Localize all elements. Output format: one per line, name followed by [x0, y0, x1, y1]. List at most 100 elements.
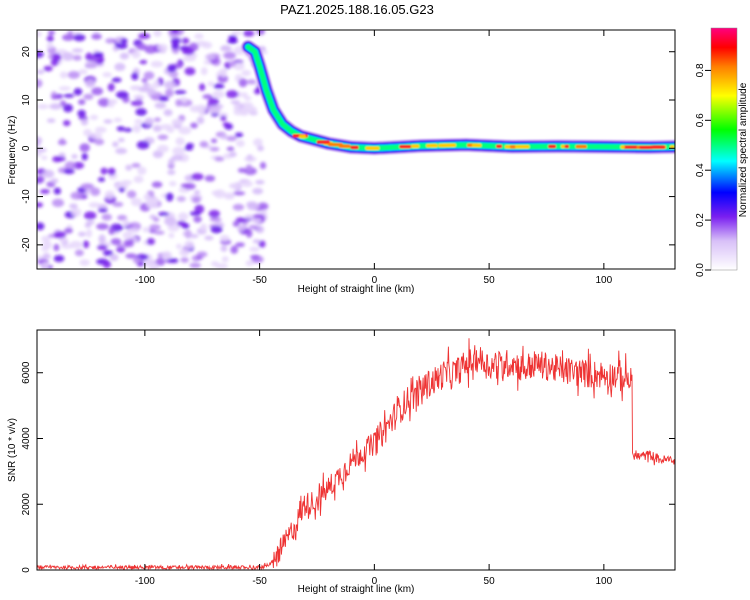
x-tick-label: -50 — [252, 576, 267, 587]
noise-blob — [63, 168, 75, 175]
snr-axes: -100 -50 0 50 100 0 2000 4000 6000 — [21, 330, 675, 587]
noise-blob — [50, 178, 59, 184]
noise-blob — [193, 215, 202, 223]
noise-blob — [125, 164, 133, 171]
noise-blob — [176, 196, 187, 202]
noise-blob — [78, 68, 88, 75]
colorbar-axes: 0.0 0.2 0.4 0.6 0.8 — [695, 63, 711, 277]
y-tick-label: -10 — [21, 189, 32, 204]
noise-blob — [168, 158, 175, 167]
y-tick-label: 2000 — [21, 493, 32, 516]
noise-blob — [116, 243, 125, 248]
noise-blob — [64, 161, 76, 170]
ridge-peak — [515, 144, 530, 149]
noise-blob — [134, 119, 143, 124]
noise-blob — [117, 214, 128, 221]
noise-blob — [58, 86, 71, 91]
noise-blob — [136, 140, 150, 150]
x-tick-label: 50 — [484, 576, 496, 587]
noise-blob — [163, 80, 177, 89]
noise-blob — [255, 179, 265, 185]
noise-blob — [164, 216, 177, 226]
noise-blob — [46, 118, 56, 123]
noise-blob — [218, 112, 229, 118]
noise-blob — [204, 175, 216, 182]
noise-blob — [37, 103, 49, 110]
ridge-peak — [350, 145, 359, 150]
noise-blob — [46, 35, 54, 43]
noise-blob — [232, 203, 245, 211]
ridge-peak — [399, 144, 412, 149]
noise-blob — [81, 152, 88, 161]
noise-blob — [200, 67, 208, 76]
noise-blob — [143, 71, 155, 80]
noise-blob — [122, 231, 133, 240]
noise-blob — [184, 240, 195, 250]
noise-blob — [248, 224, 258, 230]
noise-blob — [63, 93, 75, 98]
noise-blob — [210, 138, 218, 144]
noise-blob — [64, 227, 73, 234]
figure-title: PAZ1.2025.188.16.05.G23 — [280, 2, 434, 17]
noise-blob — [230, 100, 241, 105]
noise-blob — [77, 109, 86, 118]
noise-blob — [137, 166, 147, 175]
noise-blob — [115, 91, 129, 99]
noise-blob — [115, 43, 128, 50]
ridge-peak — [548, 144, 557, 149]
noise-blob — [111, 77, 122, 83]
ridge-band — [241, 39, 675, 156]
noise-blob — [59, 100, 67, 107]
noise-blob — [189, 105, 201, 113]
noise-blob — [255, 225, 265, 234]
noise-blob — [118, 187, 126, 193]
ridge-peak — [316, 140, 331, 144]
noise-blob — [62, 103, 74, 113]
noise-blob — [153, 230, 165, 235]
noise-blob — [241, 180, 253, 188]
ridge-peak — [622, 145, 639, 149]
noise-blob — [182, 47, 195, 56]
noise-blob — [41, 235, 51, 242]
x-tick-label: -100 — [135, 576, 155, 587]
colorbar-tick-label: 0.4 — [695, 163, 706, 177]
noise-blob — [222, 122, 230, 127]
noise-blob — [156, 43, 168, 52]
noise-blob — [107, 83, 115, 92]
noise-blob — [228, 60, 236, 68]
noise-blob — [184, 67, 196, 76]
noise-blob — [133, 94, 145, 100]
noise-blob — [91, 33, 102, 40]
y-tick-label: 20 — [21, 46, 32, 58]
noise-blob — [59, 138, 66, 146]
noise-blob — [165, 192, 174, 202]
noise-blob — [153, 30, 162, 37]
noise-blob — [170, 37, 181, 45]
noise-blob — [207, 97, 220, 106]
noise-blob — [94, 126, 107, 134]
noise-blob — [51, 95, 63, 100]
noise-blob — [217, 74, 229, 83]
noise-blob — [232, 191, 246, 196]
noise-blob — [138, 33, 151, 40]
noise-blob — [132, 124, 141, 133]
noise-blob — [37, 152, 42, 157]
x-tick-label: -50 — [252, 275, 267, 286]
noise-blob — [110, 238, 122, 246]
y-tick-label: 6000 — [21, 361, 32, 384]
ridge-peak — [338, 144, 351, 148]
noise-blob — [132, 257, 141, 264]
noise-blob — [72, 55, 82, 61]
noise-blob — [221, 256, 229, 263]
noise-blob — [122, 219, 130, 227]
spectrogram-xlabel: Height of straight line (km) — [298, 284, 415, 295]
noise-blob — [169, 258, 179, 264]
noise-blob — [152, 124, 162, 132]
noise-blob — [98, 234, 106, 244]
noise-blob — [46, 42, 54, 49]
noise-blob — [83, 93, 94, 100]
noise-blob — [182, 230, 193, 238]
noise-blob — [96, 223, 109, 230]
y-tick-label: 10 — [21, 94, 32, 106]
noise-blob — [83, 128, 92, 137]
